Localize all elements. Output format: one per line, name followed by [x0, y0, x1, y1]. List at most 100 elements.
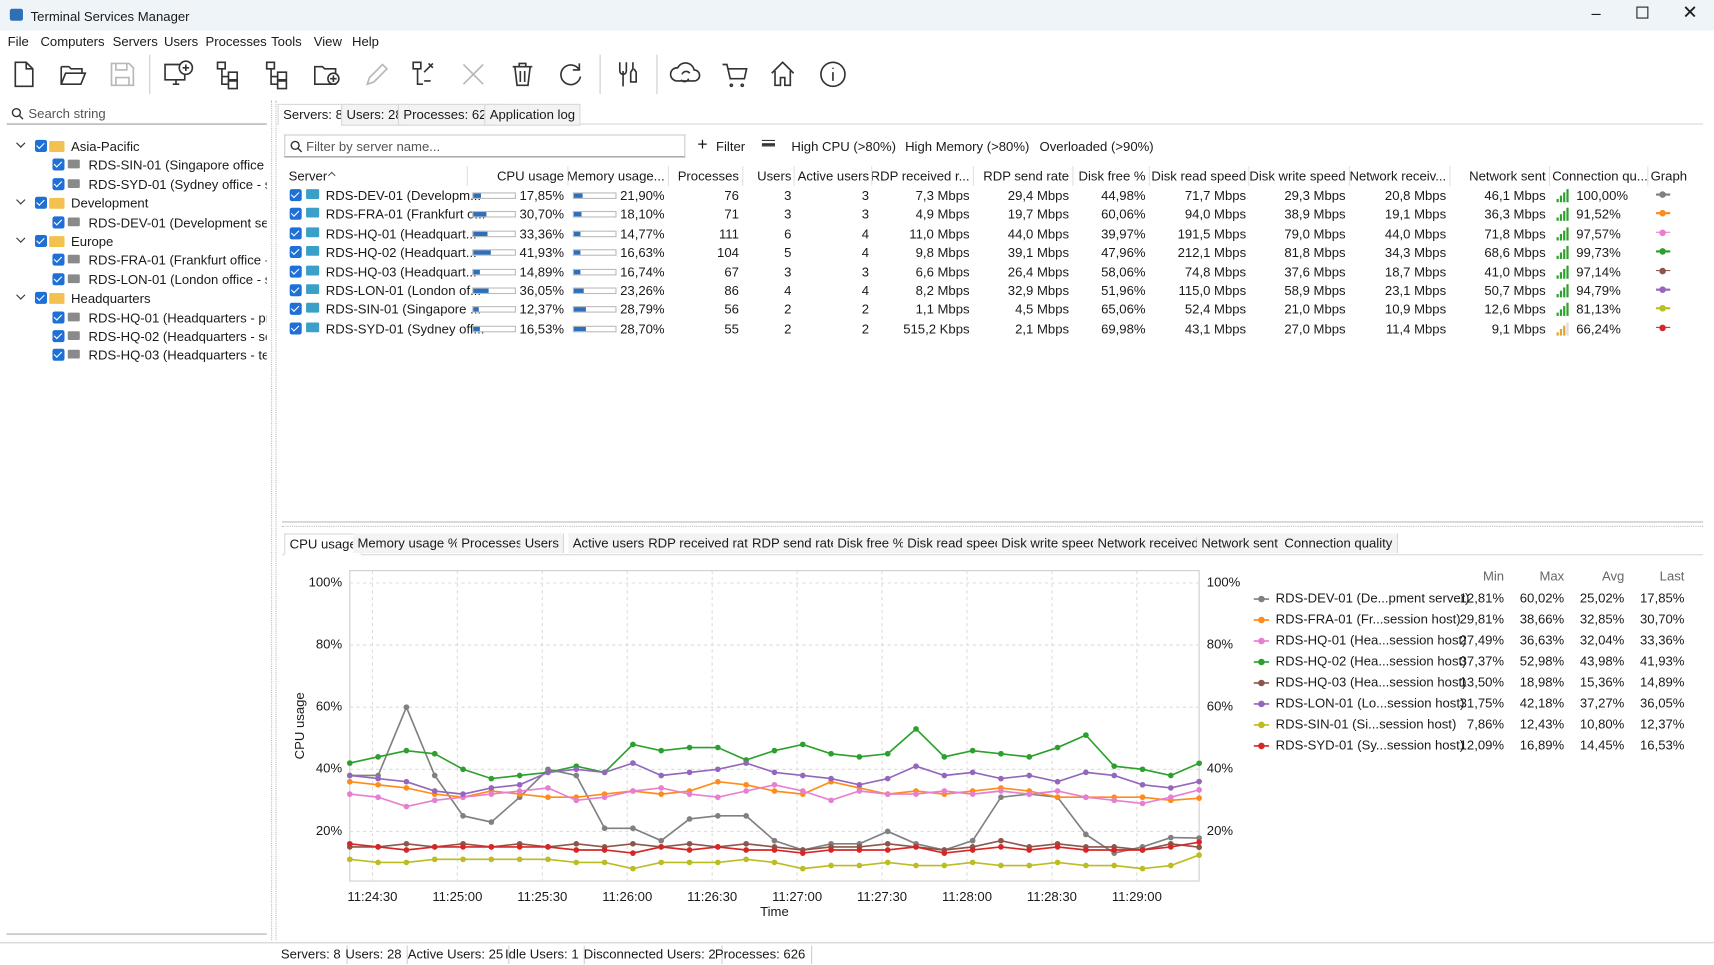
expander[interactable] [16, 138, 26, 148]
toolbar-button[interactable] [722, 63, 748, 88]
menu-item[interactable]: Processes [205, 33, 267, 50]
preset-filter[interactable]: High CPU (>80%) [791, 138, 897, 155]
column-header[interactable]: Graph [1650, 168, 1688, 184]
checkbox[interactable] [52, 254, 65, 267]
checkbox[interactable] [52, 215, 65, 229]
checkbox[interactable] [34, 139, 48, 152]
server-node[interactable]: RDS-SIN-01 (Singapore office - se [88, 157, 267, 174]
server-node[interactable]: RDS-HQ-02 (Headquarters - secon [88, 329, 267, 345]
column-header[interactable]: Disk write speed [1249, 168, 1346, 184]
splitter[interactable] [271, 100, 277, 941]
preset-filter[interactable]: High Memory (>80%) [905, 138, 1030, 155]
server-node[interactable]: RDS-SYD-01 (Sydney office - sessi [88, 176, 267, 193]
checkbox[interactable] [34, 292, 48, 305]
chart-tab[interactable]: Disk write speed [996, 533, 1103, 554]
checkbox[interactable] [34, 196, 48, 209]
column-header[interactable]: Network receiv... [1349, 168, 1447, 184]
expander[interactable] [16, 195, 26, 205]
chart-tab[interactable]: Connection quality [1280, 533, 1398, 554]
tab[interactable]: Application log [484, 103, 581, 126]
preset-filter[interactable]: Overloaded (>90%) [1039, 138, 1154, 155]
checkbox[interactable] [289, 303, 302, 316]
menu-item[interactable]: View [313, 33, 342, 50]
chart-tab[interactable]: Memory usage % [353, 533, 465, 554]
column-header[interactable]: RDP send rate [983, 168, 1070, 184]
chart-tab[interactable]: Users [520, 533, 565, 554]
column-header[interactable]: Connection qu... [1552, 168, 1648, 184]
chart-tab[interactable]: CPU usage [284, 533, 363, 556]
expander[interactable] [16, 233, 26, 243]
toolbar-button[interactable] [60, 65, 87, 85]
filter-box[interactable]: Filter by server name... [284, 134, 686, 158]
column-header[interactable]: Users [757, 168, 792, 184]
toolbar-button[interactable] [560, 63, 582, 86]
chart-tab[interactable]: Active users [568, 533, 650, 554]
chart-tab[interactable]: Network sent [1196, 533, 1284, 554]
checkbox[interactable] [289, 322, 302, 335]
column-header[interactable]: RDP received r... [870, 168, 970, 184]
checkbox[interactable] [52, 177, 65, 190]
tab[interactable]: Servers: 8 [277, 103, 349, 126]
column-header[interactable]: Network sent [1469, 168, 1546, 184]
chart-tab[interactable]: Network received [1093, 533, 1205, 554]
h-splitter[interactable] [282, 521, 1704, 527]
menu-item[interactable]: Computers [40, 33, 105, 50]
toolbar-button[interactable] [771, 61, 795, 87]
menu-item[interactable]: Users [163, 33, 199, 50]
checkbox[interactable] [52, 158, 65, 171]
toolbar-button[interactable] [820, 61, 846, 88]
toolbar-button[interactable] [216, 61, 239, 90]
menu-item[interactable]: Servers [112, 33, 158, 50]
toolbar-button[interactable] [365, 63, 389, 86]
checkbox[interactable] [52, 330, 65, 343]
chart-tab[interactable]: RDP received rate [643, 533, 761, 554]
toolbar-button[interactable] [313, 65, 340, 85]
chart-tab[interactable]: Processes [456, 533, 529, 554]
chart-tab[interactable]: Disk free % [832, 533, 910, 554]
server-node[interactable]: RDS-HQ-03 (Headquarters - tertia [88, 348, 267, 364]
maximize[interactable] [1636, 6, 1649, 19]
checkbox[interactable] [289, 189, 302, 202]
tab[interactable]: Users: 28 [341, 103, 409, 126]
checkbox[interactable] [52, 311, 65, 324]
server-node[interactable]: RDS-HQ-01 (Headquarters - prim [88, 309, 267, 326]
column-header[interactable]: Active users [797, 168, 870, 184]
menu-item[interactable]: Tools [271, 33, 302, 50]
server-node[interactable]: RDS-DEV-01 (Development server [88, 214, 267, 231]
checkbox[interactable] [52, 273, 65, 286]
toolbar-button[interactable] [512, 62, 533, 87]
toolbar-button[interactable] [412, 61, 434, 85]
toolbar-button[interactable] [14, 61, 34, 88]
checkbox[interactable] [289, 227, 302, 240]
checkbox[interactable] [289, 208, 302, 221]
toolbar-button[interactable] [618, 62, 638, 87]
tab[interactable]: Processes: 626 [397, 103, 500, 126]
checkbox[interactable] [289, 284, 302, 297]
search-box[interactable]: Search string [6, 102, 267, 125]
column-header[interactable]: Memory usage... [566, 168, 665, 184]
toolbar-button[interactable] [110, 62, 135, 87]
column-header[interactable]: Disk free % [1078, 168, 1146, 184]
menu-item[interactable]: File [7, 33, 29, 50]
toolbar-button[interactable] [265, 61, 288, 90]
menu-item[interactable]: Help [351, 33, 379, 50]
chart-tab[interactable]: Disk read speed [902, 533, 1008, 554]
checkbox[interactable] [289, 265, 302, 278]
column-header[interactable]: Processes [677, 168, 739, 184]
filter-button[interactable]: Filter [715, 138, 746, 155]
toolbar-button[interactable] [164, 60, 194, 85]
toolbar-button[interactable] [669, 62, 701, 83]
checkbox[interactable] [52, 349, 65, 362]
column-header[interactable]: Server [288, 168, 328, 184]
expander[interactable] [16, 290, 26, 300]
close[interactable]: ✕ [1682, 2, 1698, 23]
menu-icon[interactable] [761, 139, 776, 147]
server-node[interactable]: RDS-FRA-01 (Frankfurt office - ses [88, 252, 267, 269]
column-header[interactable]: Disk read speed [1151, 168, 1247, 184]
toolbar-button[interactable] [462, 63, 484, 85]
minimize[interactable]: – [1591, 4, 1601, 23]
checkbox[interactable] [289, 246, 302, 259]
column-header[interactable]: CPU usage [496, 168, 565, 184]
server-node[interactable]: RDS-LON-01 (London office - ses [88, 271, 267, 288]
chart-tab[interactable]: RDP send rate [747, 533, 844, 554]
